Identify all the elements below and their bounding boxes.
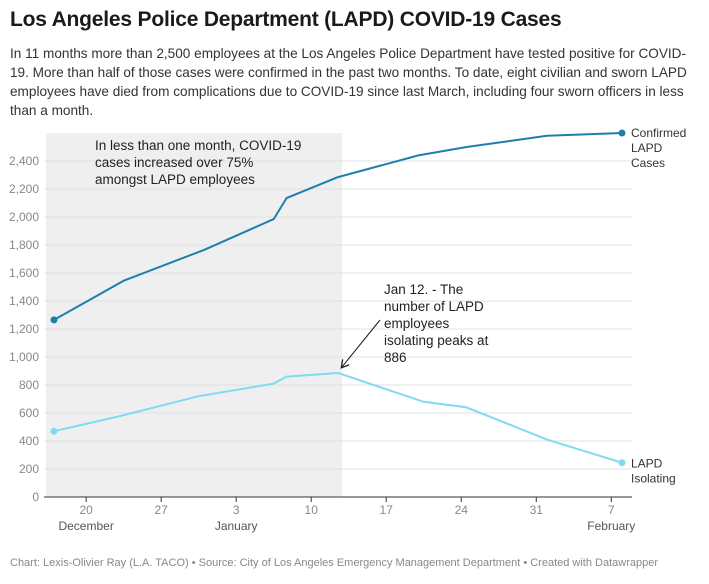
y-tick-label: 200 (19, 462, 39, 476)
x-tick-label: 17 (380, 503, 394, 517)
x-tick-label: 24 (455, 503, 469, 517)
y-tick-label: 1,600 (9, 266, 39, 280)
x-tick-label: 27 (154, 503, 168, 517)
series-label: Isolating (631, 472, 676, 486)
y-tick-label: 1,800 (9, 238, 39, 252)
annotation-text: employees (384, 316, 450, 331)
x-month-label: December (58, 519, 113, 533)
annotation-text: isolating peaks at (384, 333, 489, 348)
series-label: Confirmed (631, 126, 686, 140)
y-tick-label: 800 (19, 378, 39, 392)
annotation-text: 886 (384, 350, 407, 365)
x-month-label: January (215, 519, 258, 533)
series-label: LAPD (631, 141, 663, 155)
series-line (53, 132, 623, 321)
y-tick-label: 400 (19, 434, 39, 448)
chart-title: Los Angeles Police Department (LAPD) COV… (10, 8, 562, 31)
x-month-label: February (587, 519, 635, 533)
annotation-text: Jan 12. - The (384, 282, 463, 297)
annotation-text: number of LAPD (384, 299, 484, 314)
y-tick-label: 1,200 (9, 322, 39, 336)
series-label: Cases (631, 156, 665, 170)
y-tick-label: 2,000 (9, 210, 39, 224)
annotation-text: In less than one month, COVID-19 (95, 138, 301, 153)
annotation-text: amongst LAPD employees (95, 172, 255, 187)
series-end-point (618, 459, 626, 467)
y-tick-label: 1,400 (9, 294, 39, 308)
y-tick-label: 0 (32, 490, 39, 504)
chart-description: In 11 months more than 2,500 employees a… (10, 46, 687, 118)
series-start-point (50, 427, 58, 435)
annotation-arrow (342, 319, 381, 367)
series-end-point (618, 129, 626, 137)
line-chart: 0 200 400 600 800 1,000 1,200 1,400 1,600 1,800 2,… (9, 126, 686, 533)
x-tick-label: 31 (530, 503, 544, 517)
y-tick-label: 1,000 (9, 350, 39, 364)
annotation-text: cases increased over 75% (95, 155, 253, 170)
chart-footer: Chart: Lexis-Olivier Ray (L.A. TACO) • S… (10, 557, 659, 569)
series-label: LAPD (631, 457, 663, 471)
highlight-band (46, 133, 342, 497)
x-tick-label: 10 (305, 503, 319, 517)
y-tick-label: 2,200 (9, 182, 39, 196)
x-tick-label: 3 (233, 503, 240, 517)
x-tick-label: 20 (79, 503, 93, 517)
y-tick-label: 600 (19, 406, 39, 420)
x-tick-label: 7 (608, 503, 615, 517)
y-tick-label: 2,400 (9, 154, 39, 168)
series-line (53, 371, 623, 464)
series-start-point (50, 316, 58, 324)
